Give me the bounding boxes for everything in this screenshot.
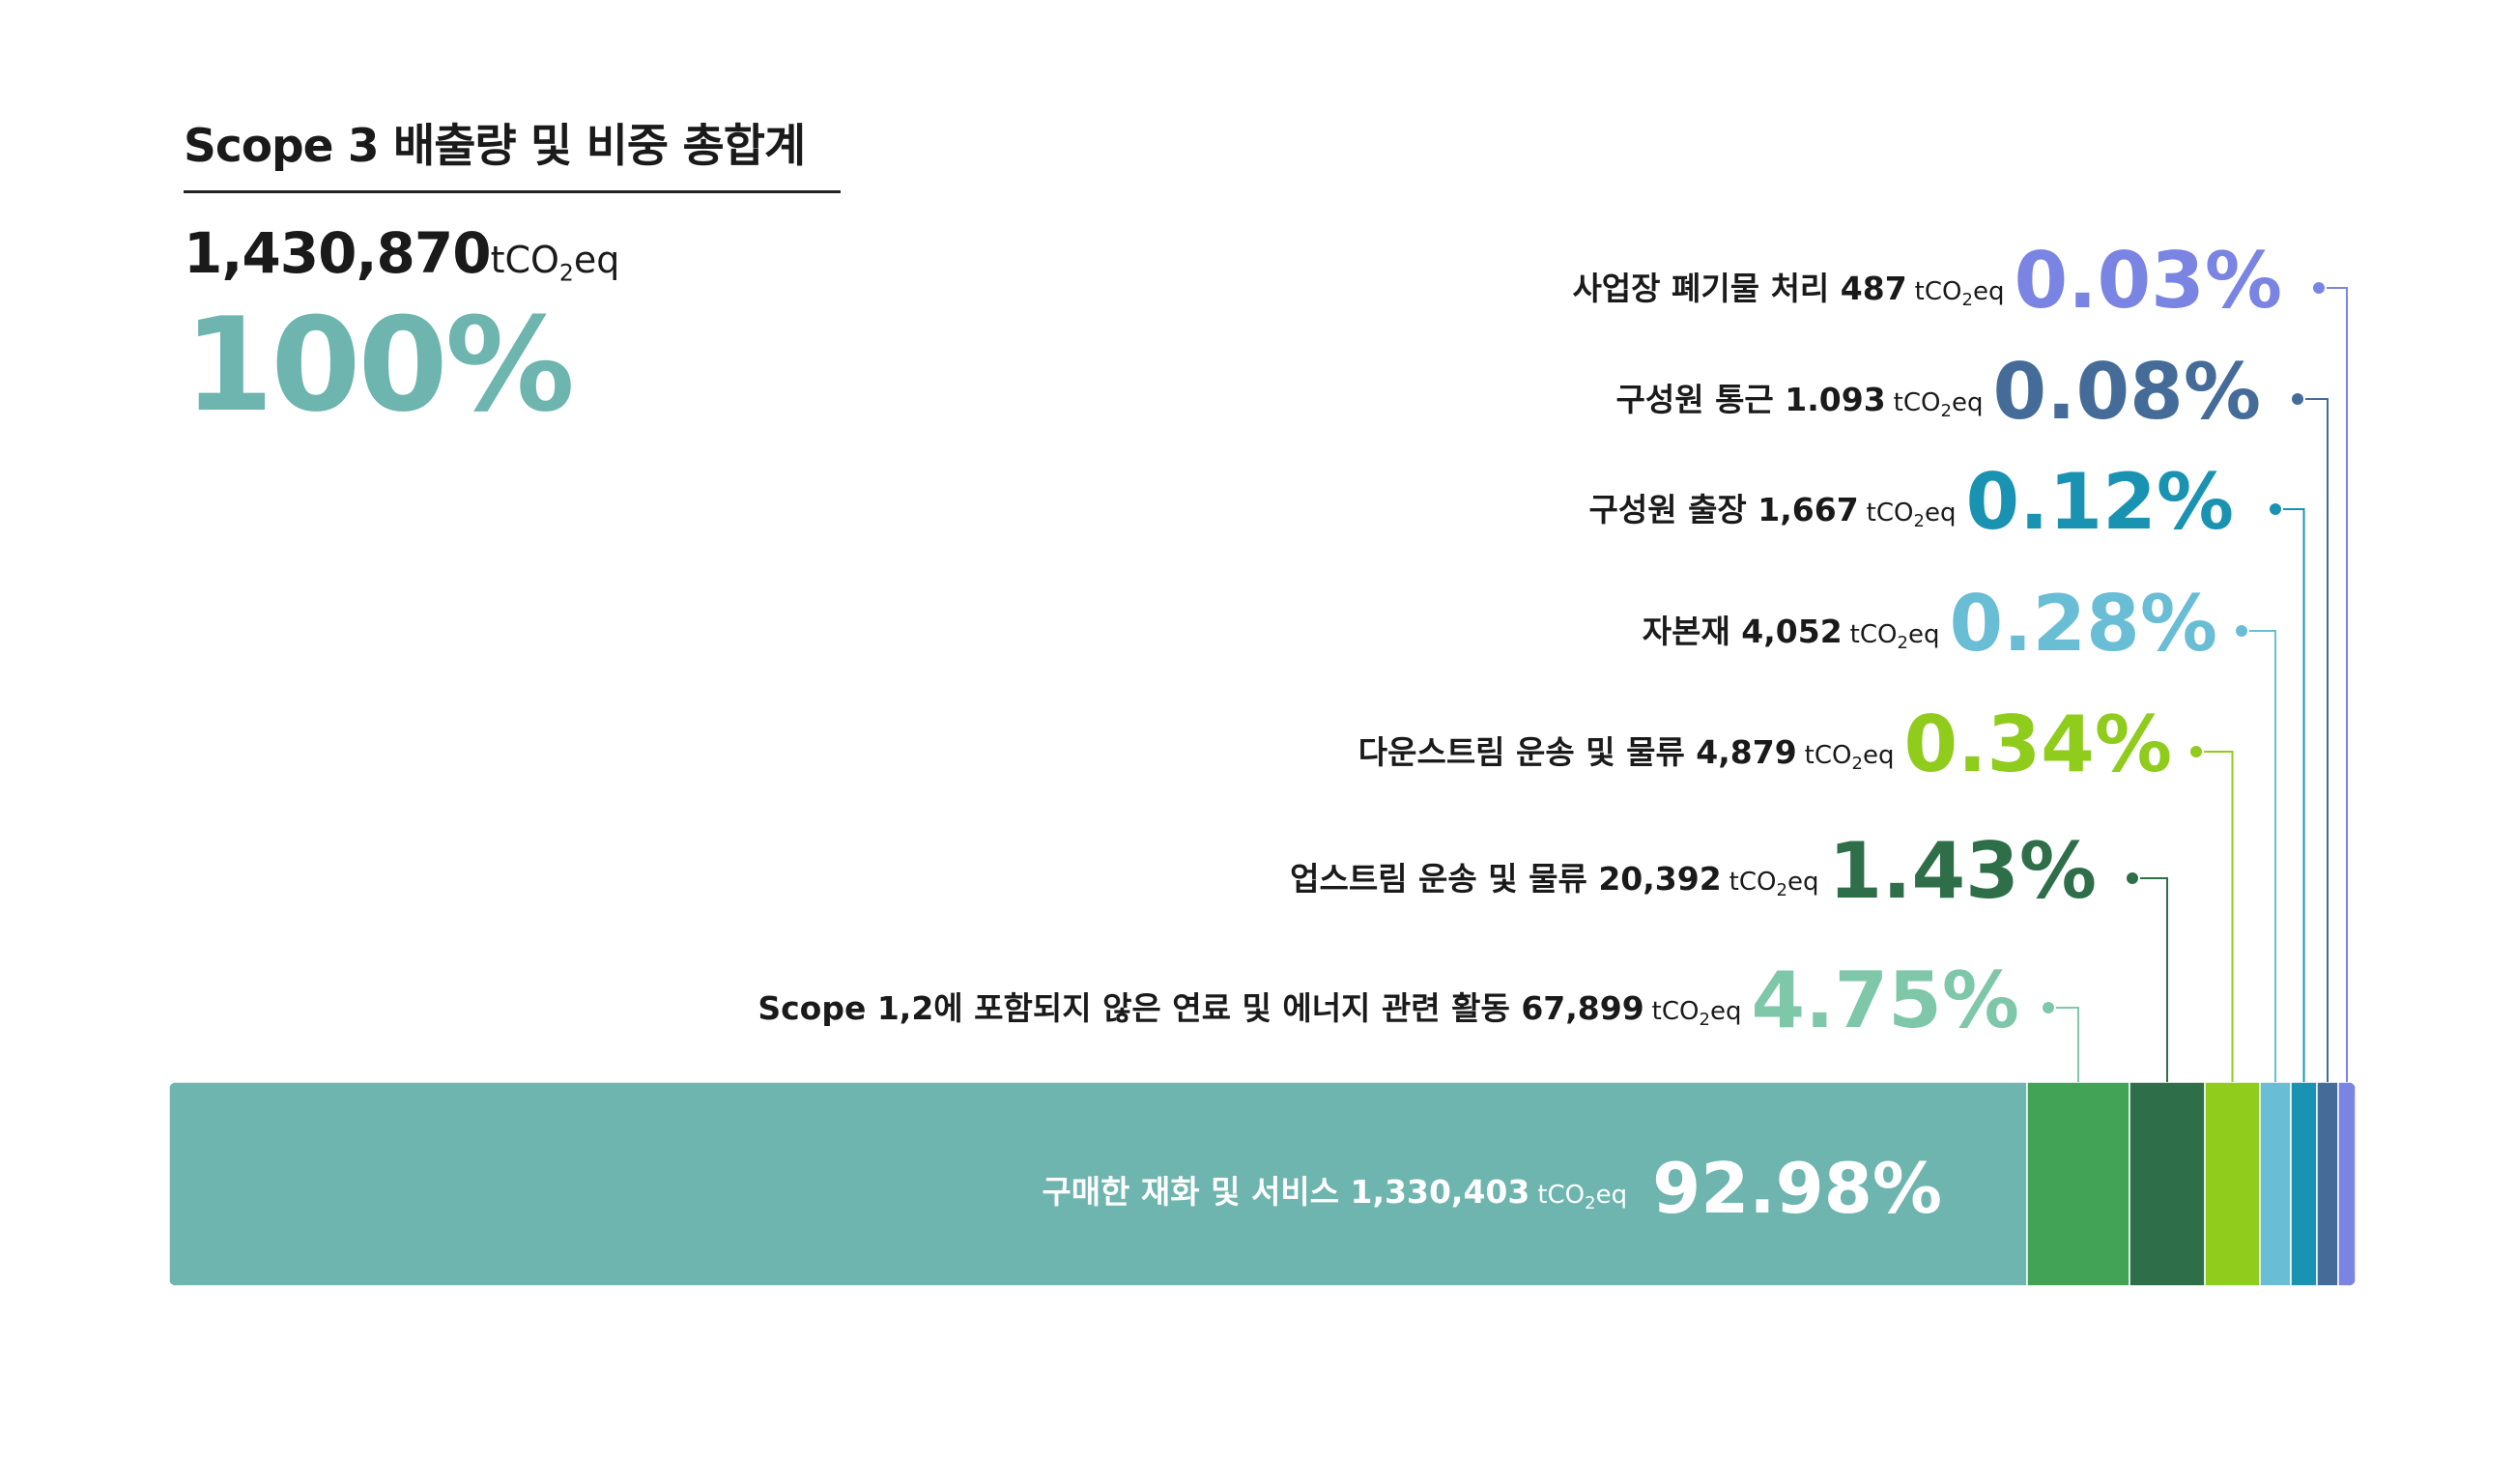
- bar-segment: [2316, 1082, 2339, 1286]
- connector-line: [2249, 630, 2276, 1082]
- segment-label: 자본재 4,052: [1643, 613, 1843, 650]
- total-emissions: 1,430,870tCO2eq: [184, 220, 841, 287]
- bar-segment: [2026, 1082, 2130, 1286]
- main-segment-unit: tCO2eq: [1537, 1181, 1627, 1213]
- connector-line: [2283, 508, 2305, 1082]
- segment-unit: tCO2eq: [1867, 499, 1957, 531]
- segment-label: Scope 1,2에 포함되지 않은 연료 및 에너지 관련 활동 67,899: [757, 989, 1643, 1027]
- segment-percent: 0.03%: [2014, 236, 2282, 326]
- connector-dot: [2043, 1002, 2054, 1013]
- bar-segment: [2290, 1082, 2318, 1286]
- segment-label: 구성원 통근 1.093: [1616, 381, 1886, 418]
- main-segment-percent: 92.98%: [1652, 1148, 1942, 1229]
- total-percent: 100%: [184, 289, 575, 441]
- segment-unit: tCO2eq: [1805, 741, 1895, 774]
- segment-unit: tCO2eq: [1729, 868, 1819, 900]
- total-unit: tCO2eq: [490, 239, 620, 287]
- segment-label: 업스트림 운송 및 물류 20,392: [1290, 860, 1722, 898]
- segment-unit: tCO2eq: [1850, 620, 1940, 653]
- segment-unit: tCO2eq: [1915, 277, 2005, 310]
- header: Scope 3 배출량 및 비중 총합계 1,430,870tCO2eq 100…: [184, 108, 841, 430]
- connector-dot: [2236, 625, 2247, 637]
- connector-line: [2327, 287, 2348, 1082]
- segment-percent: 0.12%: [1965, 457, 2234, 547]
- connector-line: [2140, 877, 2168, 1082]
- bar-segment: [2204, 1082, 2261, 1286]
- bar-segment: [2337, 1082, 2356, 1286]
- connector-dot: [2127, 872, 2138, 884]
- segment-label: 사업장 폐기물 처리 487: [1572, 270, 1906, 307]
- segment-label: 구성원 출장 1,667: [1589, 491, 1859, 528]
- total-value: 1,430,870: [184, 220, 492, 286]
- connector-dot: [2292, 393, 2303, 405]
- segment-percent: 4.75%: [1751, 956, 2019, 1045]
- bar-segment: [2129, 1082, 2206, 1286]
- main-segment-label: 구매한 재화 및 서비스 1,330,403: [1042, 1173, 1529, 1211]
- connector-dot: [2270, 503, 2281, 515]
- segment-unit: tCO2eq: [1894, 388, 1984, 421]
- connector-dot: [2313, 282, 2325, 294]
- segment-unit: tCO2eq: [1652, 997, 1742, 1030]
- connector-line: [2204, 751, 2234, 1082]
- chart-title: Scope 3 배출량 및 비중 총합계: [184, 108, 841, 193]
- segment-percent: 0.08%: [1992, 347, 2261, 437]
- connector-line: [2056, 1007, 2079, 1082]
- segment-percent: 0.34%: [1903, 699, 2172, 789]
- bar-segment: [2259, 1082, 2292, 1286]
- segment-percent: 0.28%: [1949, 579, 2217, 669]
- segment-percent: 1.43%: [1828, 826, 2097, 916]
- connector-dot: [2190, 746, 2202, 757]
- segment-label: 다운스트림 운송 및 물류 4,879: [1358, 733, 1797, 771]
- connector-line: [2305, 398, 2329, 1082]
